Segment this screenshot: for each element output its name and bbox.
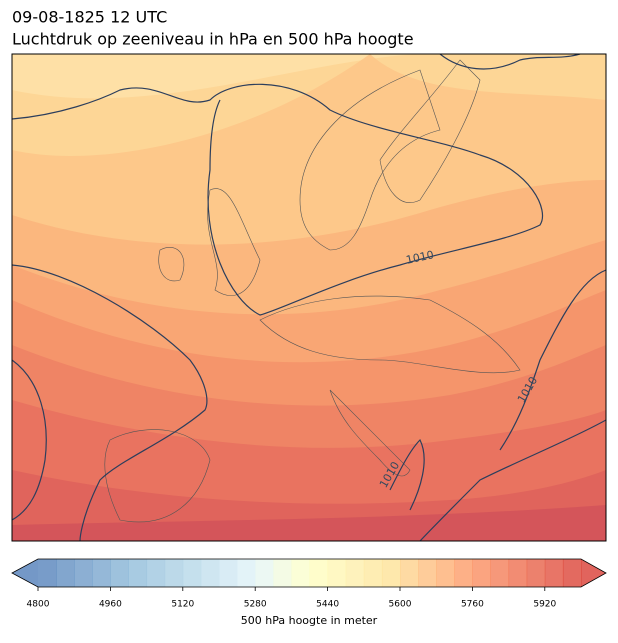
colorbar-tick-label: 4800 [27, 600, 50, 610]
map-frame [11, 53, 607, 542]
colorbar-segment [508, 559, 528, 587]
map: 1010 1010 1010 [12, 54, 606, 541]
colorbar-segment [526, 559, 546, 587]
colorbar-segment [110, 559, 129, 587]
colorbar-segment [418, 559, 437, 587]
colorbar-tick-label: 5760 [461, 600, 484, 610]
colorbar-segment [219, 559, 238, 587]
field-band [12, 505, 606, 541]
colorbar-tick-label: 4960 [99, 600, 122, 610]
colorbar-segment [182, 559, 202, 587]
colorbar-segment [164, 559, 184, 587]
colorbar-segment [146, 559, 166, 587]
colorbar-tick-label: 5920 [533, 600, 556, 610]
colorbar-segment [454, 559, 473, 587]
colorbar-segment [237, 559, 256, 587]
colorbar-segment [472, 559, 491, 587]
colorbar-tick-label: 5280 [244, 600, 267, 610]
colorbar-extend-low [12, 559, 38, 587]
coastlines [104, 59, 521, 523]
colorbar-segment [38, 559, 57, 587]
colorbar-segment [92, 559, 111, 587]
colorbar-segment [273, 559, 292, 587]
colorbar-extend-high [581, 559, 606, 587]
colorbar-label: 500 hPa hoogte in meter [241, 614, 378, 627]
colorbar-tick-label: 5600 [389, 600, 412, 610]
isobars [12, 54, 606, 541]
colorbar-segment [200, 559, 220, 587]
colorbar-segment [74, 559, 93, 587]
colorbar-segment [128, 559, 148, 587]
colorbar-segment [400, 559, 419, 587]
colorbar: 4800 4960 5120 5280 5440 5600 5760 5920 [11, 558, 607, 610]
colorbar-segment [345, 559, 365, 587]
colorbar-segment [544, 559, 564, 587]
colorbar-segment [255, 559, 274, 587]
colorbar-segment [490, 559, 510, 587]
colorbar-segment [562, 559, 582, 587]
colorbar-segment [309, 559, 329, 587]
colorbar-segment [381, 559, 401, 587]
colorbar-segment [291, 559, 310, 587]
colorbar-segment [363, 559, 383, 587]
contour-label: 1010 [405, 248, 435, 267]
colorbar-outline [11, 558, 607, 588]
colorbar-segment [436, 559, 455, 587]
title-line: 09-08-1825 12 UTC [12, 8, 167, 27]
colorbar-segment [56, 559, 75, 587]
colorbar-segment [327, 559, 347, 587]
title-line: Luchtdruk op zeeniveau in hPa en 500 hPa… [12, 30, 414, 49]
colorbar-tick-label: 5120 [171, 600, 194, 610]
colorbar-tick-label: 5440 [316, 600, 339, 610]
